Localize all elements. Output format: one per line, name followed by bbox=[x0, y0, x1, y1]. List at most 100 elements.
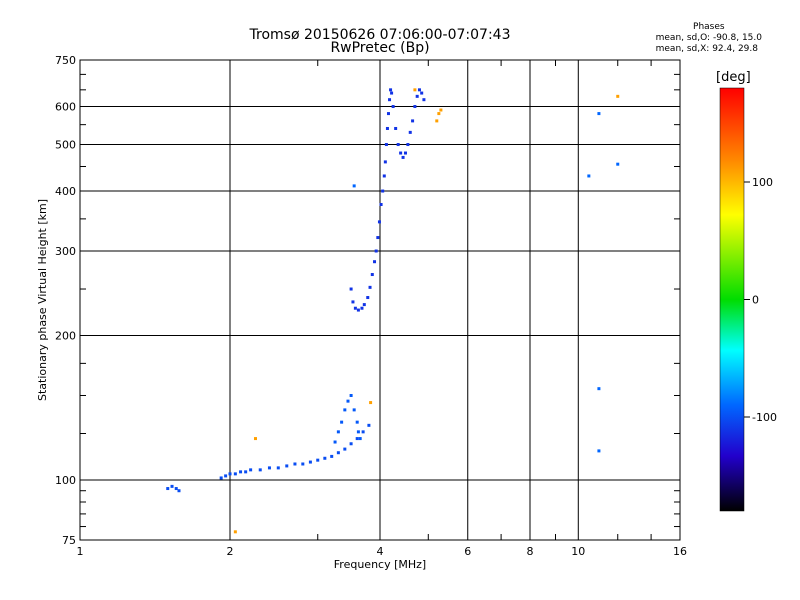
data-point bbox=[349, 394, 353, 398]
data-point bbox=[413, 105, 417, 109]
x-tick-label: 6 bbox=[464, 545, 471, 558]
data-point bbox=[382, 174, 386, 178]
x-tick-label: 1 bbox=[77, 545, 84, 558]
colorbar bbox=[719, 87, 745, 512]
data-point bbox=[293, 462, 297, 466]
y-tick-label: 600 bbox=[55, 101, 76, 114]
data-point bbox=[249, 468, 253, 472]
data-point bbox=[323, 456, 327, 460]
colorbar-unit: [deg] bbox=[716, 70, 751, 85]
data-point bbox=[346, 399, 350, 403]
x-tick-label: 8 bbox=[527, 545, 534, 558]
data-point bbox=[308, 460, 312, 464]
data-point bbox=[394, 126, 398, 130]
data-point bbox=[352, 408, 356, 412]
data-point bbox=[408, 130, 412, 134]
data-point bbox=[316, 458, 320, 462]
data-point bbox=[358, 437, 362, 441]
data-point bbox=[388, 98, 392, 102]
data-point bbox=[353, 306, 357, 310]
data-point bbox=[384, 143, 388, 147]
data-point bbox=[340, 420, 344, 424]
data-point bbox=[361, 430, 365, 434]
stats-o-mode: mean, sd,O: -90.8, 15.0 bbox=[655, 33, 762, 43]
data-point bbox=[228, 472, 232, 476]
y-tick-label: 100 bbox=[55, 474, 76, 487]
data-point bbox=[399, 151, 403, 155]
data-point bbox=[381, 189, 385, 193]
data-point bbox=[362, 303, 366, 307]
data-point bbox=[369, 401, 373, 405]
data-point bbox=[349, 287, 353, 291]
data-point bbox=[244, 470, 248, 474]
x-axis-label: Frequency [MHz] bbox=[334, 558, 426, 571]
data-point bbox=[343, 447, 347, 451]
data-point bbox=[401, 155, 405, 159]
x-tick-label: 2 bbox=[227, 545, 234, 558]
data-point bbox=[267, 466, 271, 470]
data-point bbox=[330, 454, 334, 458]
grid-lines bbox=[80, 60, 680, 540]
data-point bbox=[411, 119, 415, 123]
data-point bbox=[417, 88, 421, 92]
y-tick-label: 200 bbox=[55, 330, 76, 343]
data-point bbox=[233, 530, 237, 534]
data-point bbox=[413, 88, 417, 92]
data-point bbox=[366, 296, 370, 300]
data-point bbox=[224, 474, 228, 478]
data-point bbox=[355, 420, 359, 424]
data-point bbox=[374, 249, 378, 253]
data-point bbox=[597, 449, 601, 453]
data-point bbox=[333, 440, 337, 444]
data-point bbox=[352, 184, 356, 188]
data-point bbox=[587, 174, 591, 178]
data-point bbox=[376, 236, 380, 240]
y-tick-label: 400 bbox=[55, 185, 76, 198]
data-point bbox=[170, 484, 174, 488]
data-point bbox=[239, 470, 243, 474]
data-point bbox=[253, 437, 257, 441]
data-point bbox=[439, 108, 443, 112]
x-tick-label: 4 bbox=[377, 545, 384, 558]
stats-x-mode: mean, sd,X: 92.4, 29.8 bbox=[655, 44, 758, 54]
colorbar-tick-label: 0 bbox=[752, 294, 759, 307]
data-point bbox=[301, 462, 305, 466]
data-point bbox=[385, 126, 389, 130]
data-point bbox=[219, 476, 223, 480]
data-point bbox=[386, 112, 390, 116]
data-point bbox=[258, 468, 262, 472]
data-point bbox=[356, 430, 360, 434]
axis-ticks: 1 2 4 6 8 10 16 75 100 200 300 400 500 600 750 bbox=[55, 54, 687, 558]
colorbar-ticks: 100 0 -100 bbox=[744, 176, 777, 424]
data-point bbox=[390, 91, 394, 95]
data-point bbox=[370, 273, 374, 277]
data-point bbox=[616, 94, 620, 98]
data-point bbox=[403, 151, 407, 155]
data-point bbox=[422, 98, 426, 102]
data-points bbox=[166, 88, 620, 534]
data-point bbox=[343, 408, 347, 412]
data-point bbox=[285, 464, 289, 468]
data-point bbox=[420, 91, 424, 95]
data-point bbox=[437, 112, 441, 116]
y-tick-label: 750 bbox=[55, 54, 76, 67]
data-point bbox=[616, 162, 620, 166]
data-point bbox=[336, 451, 340, 455]
data-point bbox=[379, 202, 383, 206]
data-point bbox=[383, 160, 387, 164]
y-tick-label: 75 bbox=[62, 534, 76, 547]
data-point bbox=[396, 143, 400, 147]
data-point bbox=[233, 472, 237, 476]
data-point bbox=[367, 423, 371, 427]
data-point bbox=[391, 105, 395, 109]
data-point bbox=[435, 119, 439, 123]
data-point bbox=[597, 112, 601, 116]
data-point bbox=[368, 285, 372, 289]
y-axis-label: Stationary phase Virtual Height [km] bbox=[36, 199, 49, 401]
data-point bbox=[336, 430, 340, 434]
data-point bbox=[356, 308, 360, 312]
phase-stats: Phases mean, sd,O: -90.8, 15.0 mean, sd,… bbox=[656, 22, 762, 55]
data-point bbox=[415, 94, 419, 98]
data-point bbox=[276, 466, 280, 470]
